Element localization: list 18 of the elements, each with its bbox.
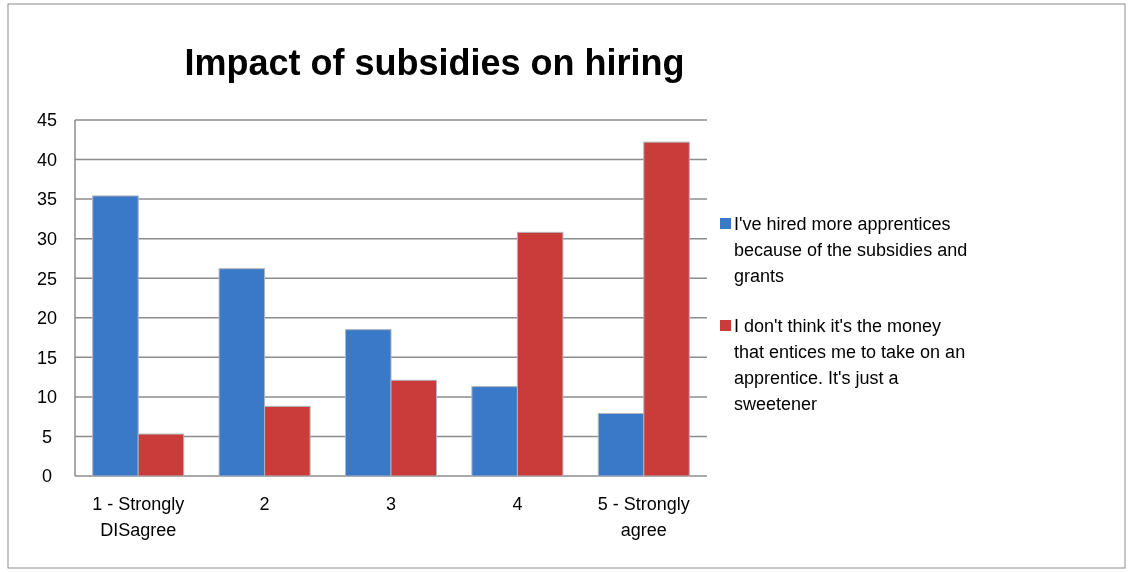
y-tick-label: 40 [36,149,58,170]
y-tick-label: 25 [36,268,58,289]
chart-title: Impact of subsidies on hiring [184,42,685,83]
y-tick-label: 30 [36,228,58,249]
y-tick-label: 20 [36,308,58,329]
y-tick-label: 10 [36,387,58,408]
x-tick-label: 1 - Strongly DISagree [92,494,185,540]
y-tick-label: 15 [36,347,58,368]
y-tick-label: 45 [36,110,58,131]
x-tick-label: 4 [512,494,523,514]
y-tick-label: 35 [36,189,58,210]
x-tick-label: 5 - Strongly agree [597,494,690,540]
x-tick-label: 3 [385,494,397,514]
x-tick-label: 2 [259,494,270,514]
legend-label: I don't think it's the money that entices me to take on an apprentice. It's just a sweetener [734,316,966,414]
y-tick-label: 0 [41,466,53,487]
legend-label: I've hired more apprentices because of the subsidies and grants [734,214,968,286]
y-tick-label: 5 [41,426,53,447]
